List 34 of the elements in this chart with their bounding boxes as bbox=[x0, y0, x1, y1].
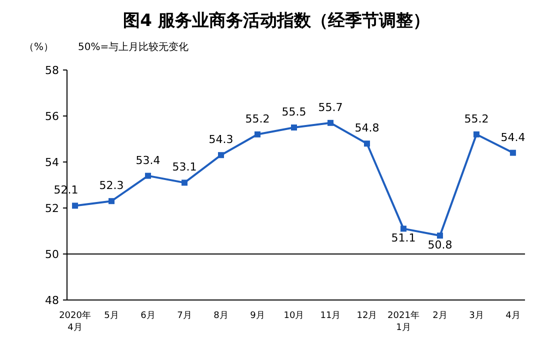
x-tick-label: 9月 bbox=[250, 311, 265, 321]
x-tick-label: 12月 bbox=[356, 311, 378, 321]
x-tick-label: 8月 bbox=[214, 311, 228, 321]
y-tick-label: 54 bbox=[45, 156, 59, 169]
data-label: 53.1 bbox=[172, 160, 197, 174]
y-tick-label: 52 bbox=[45, 202, 59, 215]
x-tick-label: 3月 bbox=[469, 311, 484, 321]
data-label: 54.8 bbox=[354, 122, 380, 135]
data-label: 51.1 bbox=[391, 232, 416, 245]
y-tick-label: 58 bbox=[45, 64, 59, 77]
data-label: 55.7 bbox=[318, 100, 343, 114]
y-axis-title: （%） bbox=[24, 42, 54, 53]
data-label: 52.3 bbox=[99, 179, 124, 192]
x-tick-label: 2月 bbox=[432, 311, 448, 321]
data-label: 55.2 bbox=[464, 112, 489, 126]
text: 50%=与上月比较无变化 bbox=[78, 41, 189, 53]
x-tick-label: 4月 bbox=[506, 311, 520, 321]
y-tick-label: 48 bbox=[45, 294, 59, 307]
x-tick-label: 5月 bbox=[104, 311, 119, 321]
data-label: 53.4 bbox=[136, 154, 160, 167]
x-tick-label: 7月 bbox=[177, 311, 192, 321]
data-label: 55.5 bbox=[282, 106, 306, 118]
x-tick-label: 2021年 1月 bbox=[388, 310, 420, 333]
data-label: 54.4 bbox=[500, 130, 526, 144]
x-tick-label: 6月 bbox=[140, 311, 156, 321]
data-label: 55.2 bbox=[245, 112, 270, 126]
chart-title: 图4 服务业商务活动指数（经季节调整） bbox=[123, 11, 430, 31]
x-tick-label: 2020年 4月 bbox=[59, 310, 91, 333]
data-label: 50.8 bbox=[428, 238, 452, 252]
data-label: 54.3 bbox=[208, 133, 234, 146]
x-tick-label: 10月 bbox=[284, 311, 304, 321]
y-tick-label: 56 bbox=[45, 110, 59, 123]
y-tick-label: 50 bbox=[45, 248, 59, 261]
x-tick-label: 11月 bbox=[320, 311, 341, 321]
